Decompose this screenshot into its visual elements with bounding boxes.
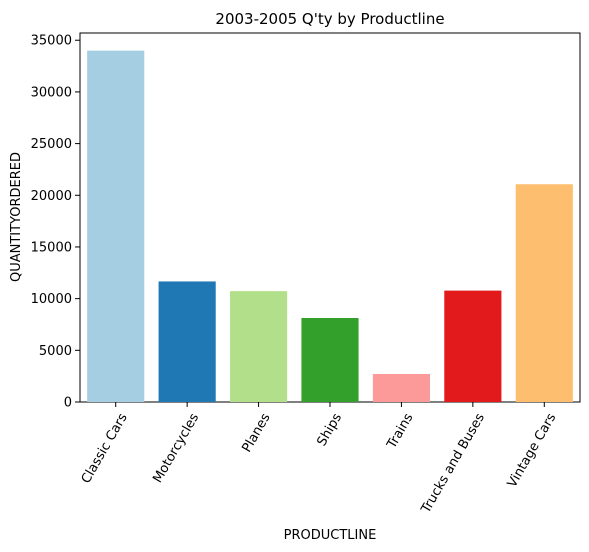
bars [87, 50, 573, 403]
chart-title: 2003-2005 Q'ty by Productline [215, 10, 444, 28]
y-tick-label: 0 [64, 396, 72, 411]
x-tick-label: Vintage Cars [505, 411, 560, 491]
x-tick-label: Ships [315, 411, 346, 449]
bar-ships [301, 317, 359, 402]
bar-trucks-and-buses [444, 290, 502, 402]
x-tick-label: Classic Cars [79, 411, 131, 486]
y-axis-label: QUANTITYORDERED [9, 152, 24, 282]
y-axis: 0 5000 10000 15000 20000 25000 30000 35000 [31, 34, 80, 411]
y-tick-label: 15000 [31, 240, 72, 255]
y-tick-label: 5000 [39, 344, 72, 359]
x-axis: Classic Cars Motorcycles Planes Ships Trains… [79, 402, 560, 517]
y-tick-label: 35000 [31, 34, 72, 49]
bar-planes [230, 291, 288, 402]
x-tick-label: Motorcycles [150, 411, 202, 486]
y-tick-label: 30000 [31, 85, 72, 100]
y-tick-label: 10000 [31, 292, 72, 307]
y-tick-label: 20000 [31, 189, 72, 204]
bar-motorcycles [158, 281, 216, 402]
y-tick-label: 25000 [31, 137, 72, 152]
bar-trains [372, 373, 430, 402]
bar-classic-cars [87, 50, 145, 403]
x-tick-label: Trains [384, 411, 417, 452]
x-axis-label: PRODUCTLINE [284, 528, 377, 543]
bar-vintage-cars [515, 184, 573, 402]
x-tick-label: Planes [239, 411, 273, 455]
x-tick-label: Trucks and Buses [418, 411, 488, 517]
